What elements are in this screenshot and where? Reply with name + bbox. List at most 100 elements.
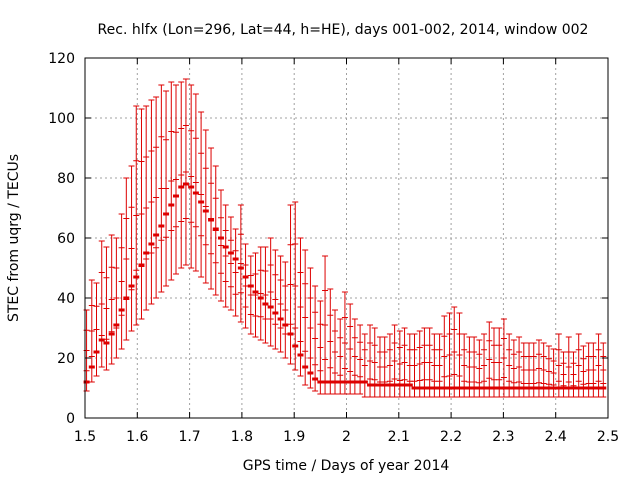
x-tick-labels: 1.5 1.6 1.7 1.8 1.9 2 2.1 2.2 2.3 2.4 2.5 [74,429,619,445]
x-tick-label: 2.4 [545,429,567,445]
error-bar-point [590,342,597,398]
error-bar-point [347,303,354,395]
error-bar-point [242,243,249,329]
error-bar-point [292,201,299,371]
error-bar-point [113,237,120,359]
error-bar-point [421,327,428,398]
y-tick-label: 0 [66,411,75,427]
error-bar-point [282,261,289,359]
error-bar-point [257,246,264,341]
error-bar-point [451,306,458,398]
error-bar-point [128,165,135,332]
error-bar-point [600,342,607,398]
error-bar-point [222,204,229,308]
error-bar-point [530,342,537,398]
grid [85,58,608,418]
error-bar-point [88,279,95,383]
error-bar-point [322,255,329,395]
x-tick-label: 1.6 [126,429,148,445]
error-bar-point [208,147,215,290]
error-bar-point [471,336,478,398]
error-bar-point [297,237,304,377]
error-bar-point [158,84,165,293]
error-bar-point [486,321,493,398]
error-bar-point [381,336,388,398]
error-bar-point [232,228,239,317]
error-bar-point [361,333,368,398]
axis-ticks [84,57,609,419]
x-tick-label: 2 [342,429,351,445]
error-bar-point [118,213,125,350]
error-bar-point [331,309,338,395]
error-bar-point [570,351,577,398]
error-bar-point [386,333,393,398]
error-bar-point [396,330,403,398]
x-tick-label: 1.8 [231,429,253,445]
error-bar-point [198,111,205,278]
error-bar-point [133,105,140,326]
x-tick-label: 2.2 [440,429,462,445]
error-bar-point [108,234,115,365]
error-bar-point [202,129,209,284]
error-bar-point [351,318,358,395]
error-bar-point [163,90,170,287]
error-bar-point [510,339,517,398]
y-tick-labels: 0 20 40 60 80 100 120 [48,51,75,427]
error-bar-point [520,342,527,398]
error-bar-point [267,237,274,347]
error-bar-point [123,177,130,341]
error-bar-point [143,105,150,311]
x-tick-label: 1.9 [283,429,305,445]
error-bar-point [168,81,175,281]
x-tick-label: 2.5 [597,429,619,445]
error-bar-point [287,204,294,365]
error-bar-point [138,108,145,320]
y-tick-label: 120 [48,51,75,67]
error-bar-point [317,300,324,395]
error-bar-point [357,324,364,395]
error-bar-point [500,318,507,398]
error-bar-point [178,81,185,269]
error-bar-point [188,84,195,269]
error-bar-point [98,240,105,368]
error-bar-point [307,267,314,389]
error-bar-point [391,324,398,398]
y-tick-label: 20 [57,351,75,367]
error-bar-point [262,246,269,344]
y-tick-label: 60 [57,231,75,247]
error-bar-point [247,255,254,335]
error-bar-point [456,312,463,398]
y-tick-label: 100 [48,111,75,127]
error-bar-point [580,345,587,398]
y-tick-label: 80 [57,171,75,187]
error-bar-point [481,333,488,398]
y-tick-label: 40 [57,291,75,307]
error-bar-point [540,342,547,398]
error-bar-point [441,315,448,398]
error-bar-point [192,93,199,272]
error-bar-point [272,249,279,350]
y-axis-label: STEC from uqrg / TECUs [6,154,22,322]
chart-title: Rec. hlfx (Lon=296, Lat=44, h=HE), days … [98,22,589,38]
error-bar-point [93,282,100,377]
error-bar-point [490,327,497,398]
error-bar-point [237,204,244,323]
error-bar-point [550,348,557,398]
x-tick-label: 2.1 [388,429,410,445]
error-bar-point [217,189,224,302]
error-bar-point [426,327,433,398]
error-bar-point [212,165,219,296]
x-tick-label: 2.3 [492,429,514,445]
error-bar-point [182,78,189,266]
error-bar-point [103,246,110,371]
error-bar-point [461,333,468,398]
error-bar-point [411,333,418,398]
error-bar-point [431,333,438,398]
series-errorbars [83,78,607,398]
error-bar-point [327,288,334,395]
error-bar-point [252,252,259,338]
error-bar-point [153,96,160,299]
error-bar-point [227,216,234,311]
error-bar-point [148,99,155,305]
